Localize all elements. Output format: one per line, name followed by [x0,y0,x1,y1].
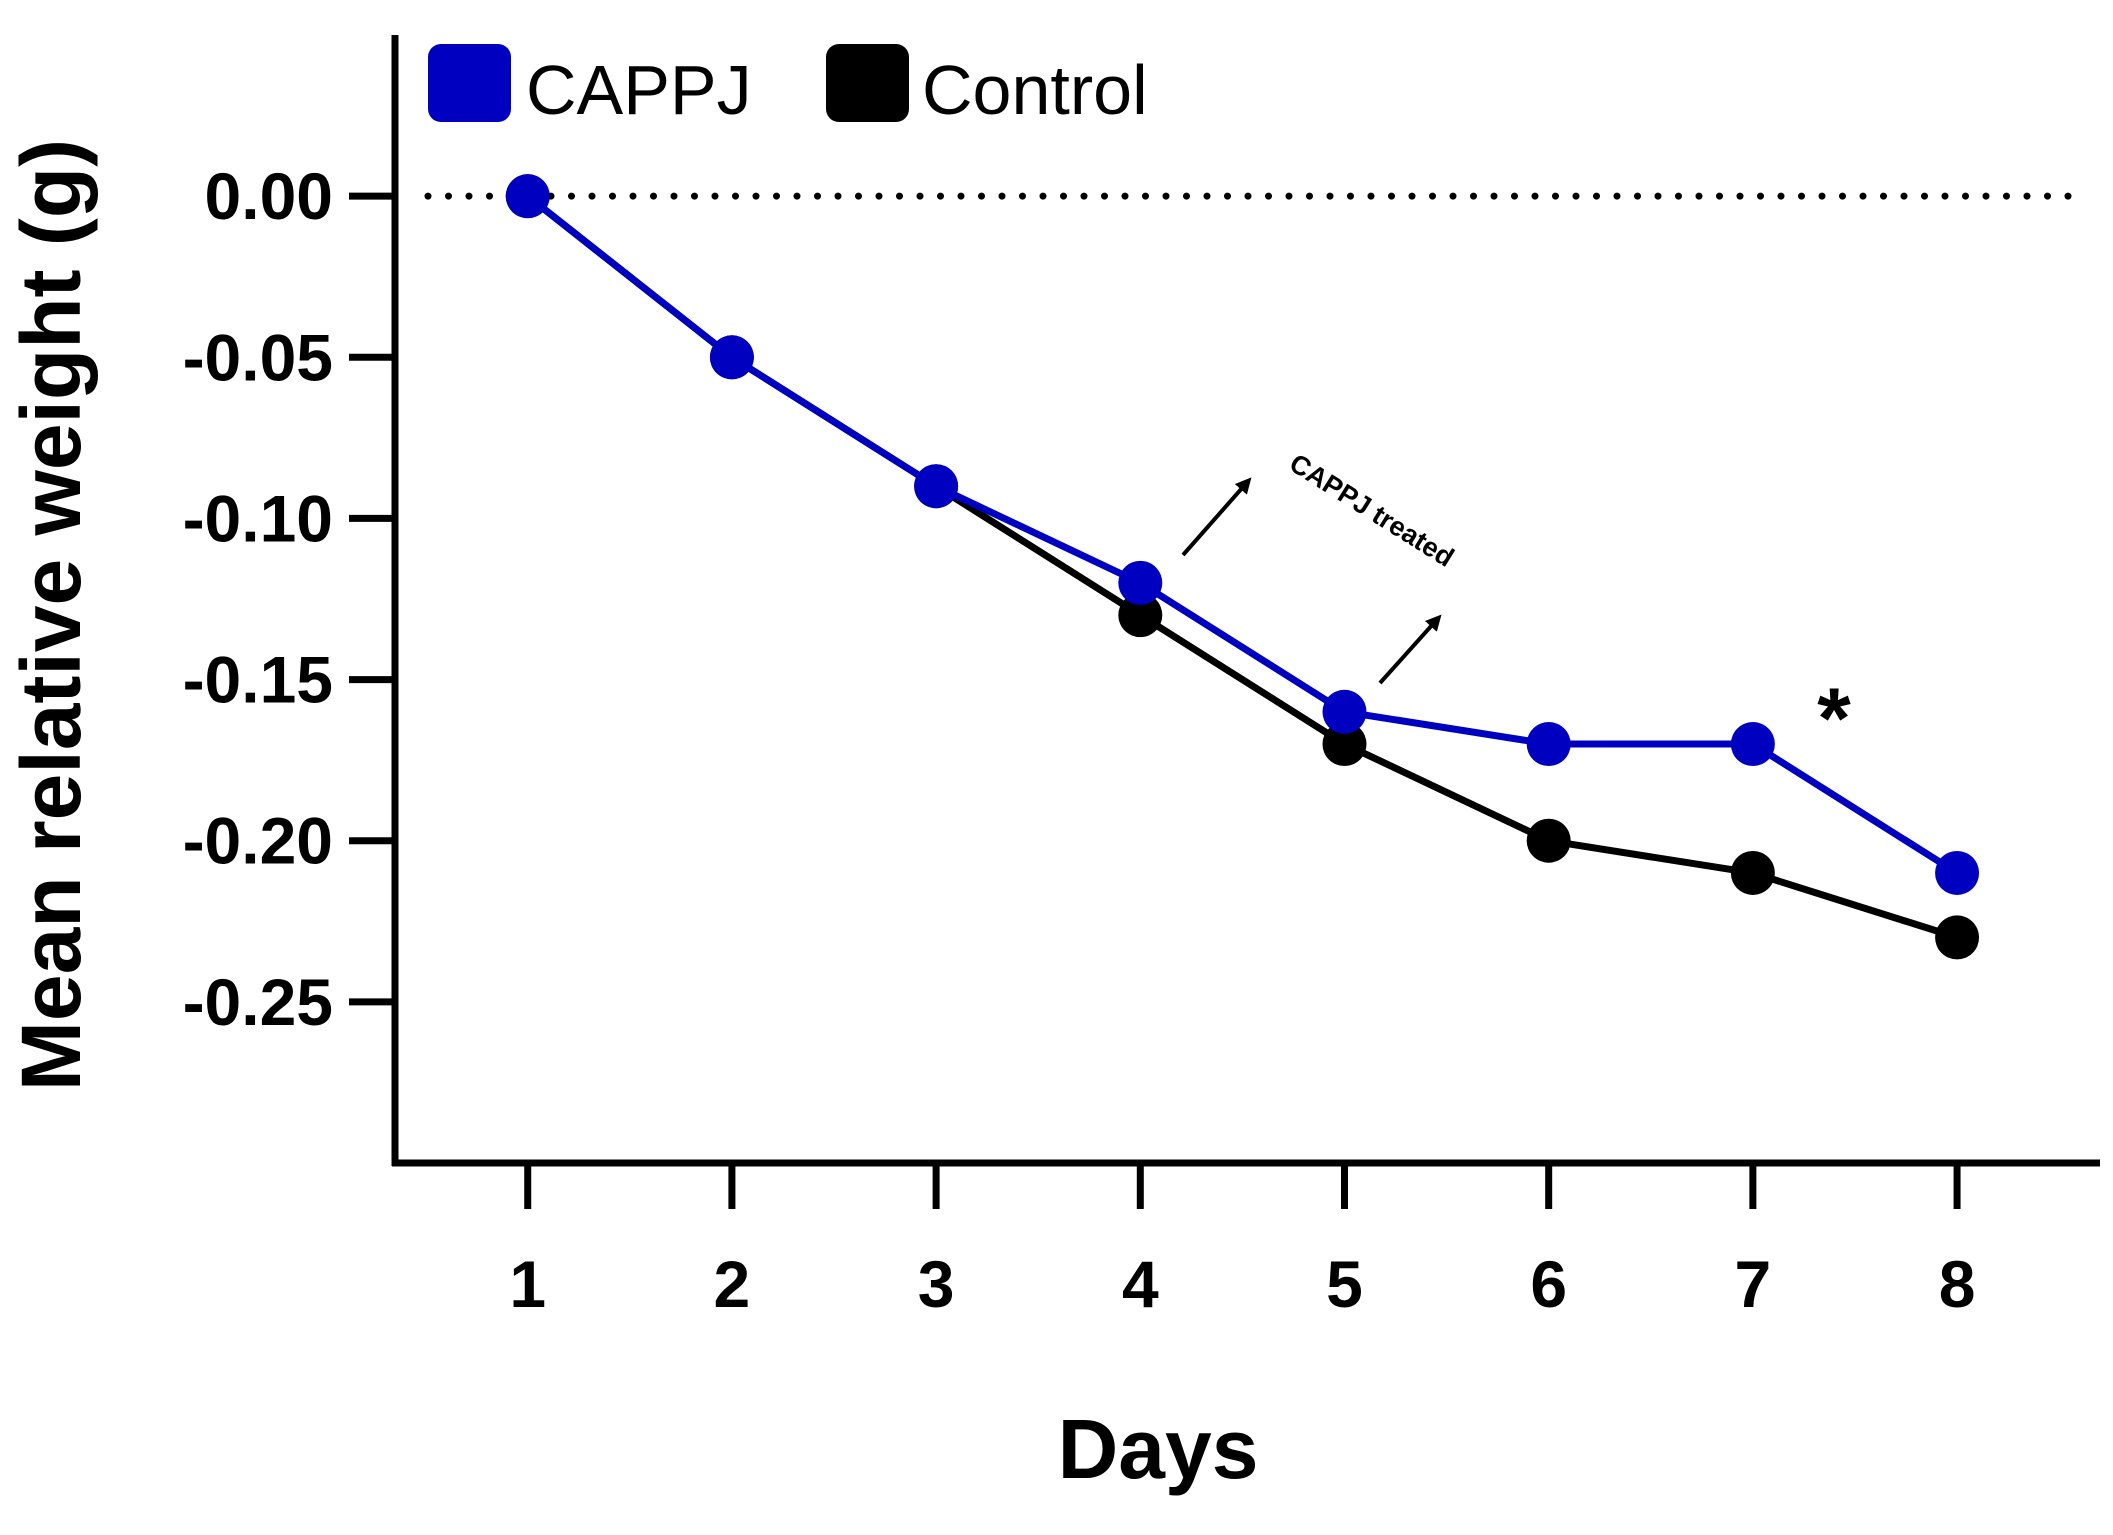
y-tick-label: -0.10 [183,481,333,555]
treatment-arrow-day4 [1181,477,1252,557]
y-tick-label: -0.15 [183,643,333,717]
treatment-annotation: CAPPJ treated [1181,448,1459,685]
legend-label-control: Control [922,51,1148,129]
significance-marker: * [1817,671,1851,767]
y-tick-label: -0.20 [183,804,333,878]
series [505,174,1980,960]
y-tick-label: -0.05 [183,320,333,394]
x-tick-label: 8 [1939,1247,1976,1321]
legend-label-cappj: CAPPJ [526,51,752,129]
x-tick-label: 6 [1530,1247,1567,1321]
data-point-cappj [709,335,754,380]
series-line-control [525,193,1959,941]
x-tick-label: 1 [509,1247,546,1321]
data-point-cappj [1118,560,1163,605]
y-axis-title-group: Mean relative weight (g) [4,139,98,1091]
y-axis-title: Mean relative weight (g) [4,139,98,1091]
data-point-control [1526,818,1571,863]
data-point-cappj [505,174,550,219]
axes [391,35,2100,1167]
x-axis-title: Days [1058,1402,1259,1496]
x-tick-label: 7 [1735,1247,1772,1321]
data-point-cappj [1526,722,1571,767]
x-tick-label: 3 [918,1247,955,1321]
y-tick-label: -0.25 [183,965,333,1039]
data-point-control [1322,722,1367,767]
x-tick-label: 4 [1122,1247,1159,1321]
data-point-cappj [1935,850,1980,895]
data-point-cappj [1730,722,1775,767]
y-tick-label: 0.00 [205,159,333,233]
data-point-cappj [1322,689,1367,734]
ticks: 0.00 -0.05 -0.10 -0.15 -0.20 -0.25 1 2 3 4 5 6 7 8 [183,159,1976,1321]
legend-swatch-cappj [428,44,511,122]
x-tick-label: 2 [714,1247,751,1321]
legend-swatch-control [826,44,909,122]
legend: CAPPJ Control [428,44,1148,129]
data-point-control [1118,593,1163,638]
treatment-label: CAPPJ treated [1284,448,1459,573]
x-tick-label: 5 [1326,1247,1363,1321]
series-line-cappj [525,193,1959,876]
data-point-control [1935,915,1980,960]
data-point-control [1730,850,1775,895]
treatment-arrow-day5 [1378,614,1442,685]
data-point-cappj [914,464,959,509]
